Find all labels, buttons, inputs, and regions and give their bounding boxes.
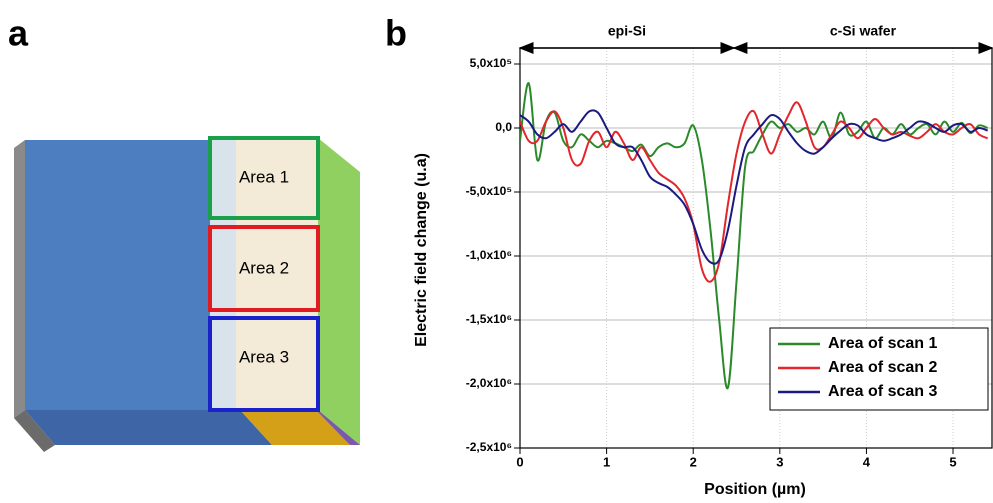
area-box (208, 136, 320, 220)
x-tick-label: 1 (603, 454, 610, 469)
panel-label: b (385, 13, 407, 54)
side-edge (14, 140, 25, 418)
legend-label: Area of scan 2 (828, 359, 937, 376)
legend-label: Area of scan 3 (828, 383, 937, 400)
side-edge (14, 410, 55, 452)
annotation-label: c-Si wafer (830, 23, 897, 39)
area-label: Area 1 (239, 167, 289, 186)
x-tick-label: 4 (863, 454, 871, 469)
bottom-face (240, 410, 350, 445)
y-tick-label: -1,5x10⁶ (466, 312, 512, 326)
y-tick-label: 0,0 (495, 120, 512, 134)
x-tick-label: 5 (949, 454, 956, 469)
x-tick-label: 2 (690, 454, 697, 469)
legend-label: Area of scan 1 (828, 335, 937, 352)
panel-label: a (8, 13, 29, 54)
annotation-label: epi-Si (608, 23, 646, 39)
block-diagram: Area 1 Area 2 Area 3 (14, 136, 360, 452)
y-tick-label: -2,5x10⁶ (466, 440, 512, 454)
bottom-face (25, 410, 272, 445)
data-line (520, 109, 989, 265)
y-tick-label: -1,0x10⁶ (466, 248, 512, 262)
y-tick-label: 5,0x10⁵ (470, 56, 512, 70)
x-tick-label: 3 (776, 454, 783, 469)
x-tick-label: 0 (516, 454, 523, 469)
area-box (208, 225, 320, 312)
y-tick-label: -5,0x10⁵ (466, 184, 512, 198)
data-line (520, 101, 989, 283)
data-line (520, 82, 989, 390)
x-axis-label: Position (µm) (704, 481, 806, 498)
y-tick-label: -2,0x10⁶ (466, 376, 512, 390)
area-box (208, 316, 320, 412)
y-axis-label: Electric field change (u.a) (413, 153, 430, 347)
area-label: Area 3 (239, 347, 289, 366)
right-face (318, 138, 360, 445)
area-label: Area 2 (239, 258, 289, 277)
area-column (210, 138, 236, 410)
edge (318, 410, 360, 445)
